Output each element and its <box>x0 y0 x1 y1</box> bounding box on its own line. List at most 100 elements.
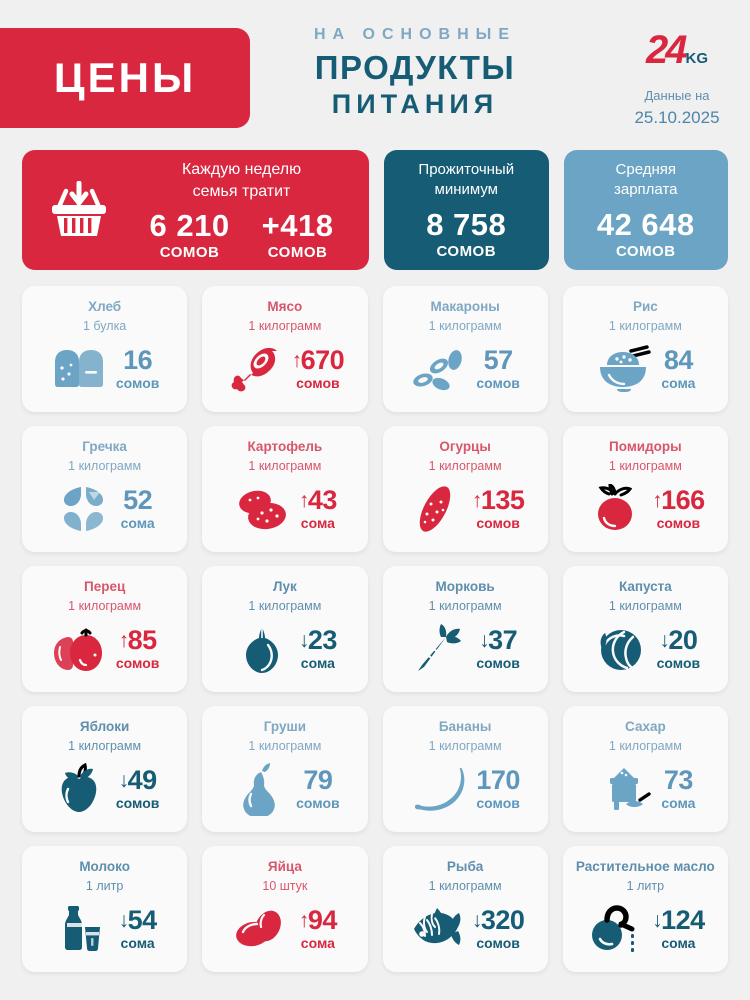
product-unit: 1 килограмм <box>248 598 322 613</box>
product-card: Рыба 1 килограмм ↓ 320 сомов <box>382 846 548 972</box>
arrow-up-icon: ↑ <box>298 488 310 512</box>
weekly-spending-content: Каждую неделю семья тратит 6 210 СОМОВ +… <box>124 159 359 260</box>
product-card-body: ↓ 54 сома <box>30 896 179 962</box>
average-salary-label: Средняя зарплата <box>614 160 678 201</box>
product-price-row: 52 <box>121 486 155 515</box>
logo-suffix: KG <box>685 50 709 67</box>
product-unit: 1 килограмм <box>428 458 502 473</box>
product-currency: сомов <box>296 375 340 392</box>
product-price-block: ↑ 166 сомов <box>652 486 705 532</box>
product-card: Огурцы 1 килограмм ↑ 135 сомов <box>382 426 548 552</box>
product-price-block: 79 сомов <box>296 766 339 812</box>
product-card-body: ↑ 43 сома <box>210 476 359 542</box>
product-currency: сомов <box>476 795 520 812</box>
product-unit: 1 килограмм <box>428 738 502 753</box>
product-card-body: ↓ 124 сома <box>571 896 720 962</box>
weekly-values: 6 210 СОМОВ +418 СОМОВ <box>150 208 334 261</box>
product-card-body: ↑ 85 сомов <box>30 616 179 682</box>
product-card-body: 73 сома <box>571 756 720 822</box>
product-price-value: 85 <box>127 624 158 655</box>
data-note-label: Данные на <box>644 88 710 103</box>
product-card: Молоко 1 литр ↓ 54 сома <box>22 846 188 972</box>
product-price-block: 16 сомов <box>116 346 159 392</box>
arrow-up-icon: ↑ <box>118 628 130 652</box>
weekly-label-line2: семья тратит <box>192 182 291 200</box>
product-currency: сомов <box>115 655 160 672</box>
product-name: Гречка <box>82 439 127 454</box>
arrow-up-icon: ↑ <box>291 348 303 372</box>
product-price-value: 43 <box>307 484 338 515</box>
product-card: Макароны 1 килограмм 57 сомов <box>382 286 548 412</box>
product-card-body: 79 сомов <box>210 756 359 822</box>
product-name: Капуста <box>618 579 672 594</box>
arrow-down-icon: ↓ <box>298 628 310 652</box>
product-card-body: ↓ 23 сома <box>210 616 359 682</box>
arrow-down-icon: ↓ <box>479 628 490 652</box>
product-card: Лук 1 килограмм ↓ 23 сома <box>202 566 368 692</box>
product-price-value: 73 <box>663 764 694 795</box>
product-price-value: 94 <box>307 904 338 935</box>
header-line-1: НА ОСНОВНЫЕ <box>314 26 516 43</box>
product-price-value: 79 <box>303 764 333 795</box>
arrow-up-icon: ↑ <box>652 488 663 512</box>
product-price-block: ↑ 670 сомов <box>292 346 345 392</box>
product-name: Макароны <box>430 299 500 314</box>
product-card-body: ↓ 37 сомов <box>391 616 540 682</box>
product-card: Морковь 1 килограмм ↓ 37 сомов <box>382 566 548 692</box>
product-price-block: ↑ 85 сомов <box>116 626 159 672</box>
average-salary-unit: СОМОВ <box>615 243 676 261</box>
product-currency: сома <box>300 935 335 952</box>
product-price-value: 170 <box>476 764 520 795</box>
product-name: Помидоры <box>609 439 682 454</box>
product-price-value: 135 <box>480 484 525 515</box>
product-currency: сомов <box>476 935 520 952</box>
product-price-row: ↑ 94 <box>298 904 338 935</box>
product-price-row: ↓ 20 <box>657 626 700 655</box>
product-unit: 1 килограмм <box>608 318 682 333</box>
product-currency: сомов <box>476 375 520 392</box>
product-price-block: ↑ 94 сома <box>298 904 338 952</box>
bread-icon <box>50 343 108 395</box>
product-price-value: 84 <box>663 344 694 375</box>
product-price-value: 670 <box>300 344 345 375</box>
weekly-delta-unit: СОМОВ <box>267 243 328 261</box>
product-price-row: ↓ 49 <box>116 766 159 795</box>
carrot-icon <box>410 623 468 675</box>
weekly-spending-label: Каждую неделю семья тратит <box>182 159 301 202</box>
tomato-icon <box>586 483 644 535</box>
average-salary-value: 42 648 <box>596 207 695 243</box>
product-card: Растительное масло 1 литр ↓ 124 сома <box>562 846 728 972</box>
arrow-down-icon: ↓ <box>471 908 483 932</box>
product-card-body: ↓ 49 сомов <box>30 756 179 822</box>
product-name: Морковь <box>435 579 495 594</box>
product-name: Растительное масло <box>575 859 715 874</box>
living-minimum-unit: СОМОВ <box>436 243 497 261</box>
product-price-row: ↑ 166 <box>652 486 705 515</box>
product-unit: 1 литр <box>85 878 124 893</box>
pasta-icon <box>410 343 468 395</box>
product-card: Помидоры 1 килограмм ↑ 166 сомов <box>562 426 728 552</box>
product-currency: сомов <box>296 795 340 812</box>
product-unit: 1 килограмм <box>608 738 682 753</box>
living-minimum-label-line2: минимум <box>434 180 498 198</box>
data-date-value: 25.10.2025 <box>634 107 720 127</box>
arrow-up-icon: ↑ <box>298 908 310 932</box>
product-card-body: ↑ 670 сомов <box>210 336 359 402</box>
product-price-block: 52 сома <box>121 486 155 532</box>
product-name: Картофель <box>247 439 323 454</box>
brand-logo[interactable]: 24 KG Данные на 25.10.2025 <box>622 24 732 129</box>
product-price-row: ↑ 670 <box>291 344 345 375</box>
living-minimum-label-line1: Прожиточный <box>418 160 515 178</box>
buckwheat-icon <box>55 483 113 535</box>
cabbage-icon <box>591 623 649 675</box>
product-unit: 10 штук <box>262 878 308 893</box>
product-currency: сома <box>661 795 696 812</box>
meat-icon <box>226 343 284 395</box>
product-name: Рис <box>632 299 658 314</box>
product-unit: 1 килограмм <box>428 598 502 613</box>
product-unit: 1 килограмм <box>608 598 682 613</box>
product-unit: 1 литр <box>626 878 665 893</box>
pear-icon <box>230 763 288 817</box>
product-card-body: 84 сома <box>571 336 720 402</box>
product-card-body: ↓ 320 сомов <box>391 896 540 962</box>
